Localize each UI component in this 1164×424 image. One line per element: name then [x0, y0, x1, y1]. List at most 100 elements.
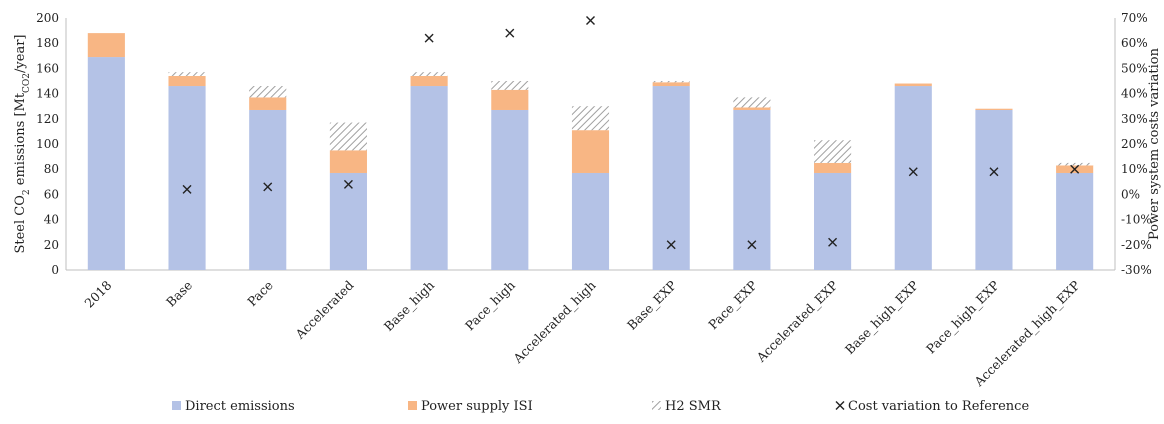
bar-power-supply-isi — [329, 150, 367, 173]
cost-variation-marker — [747, 240, 757, 250]
bar-power-supply-isi — [571, 130, 610, 173]
cost-variation-marker — [586, 16, 595, 26]
y-left-tick-label: 60 — [44, 187, 59, 201]
bar-h2-smr — [571, 106, 610, 131]
bar-h2-smr — [329, 122, 367, 151]
bar-direct-emissions — [249, 109, 287, 270]
marker-stroke — [586, 16, 595, 26]
legend-item: Cost variation to Reference — [835, 399, 1029, 414]
bar-direct-emissions — [571, 172, 610, 270]
x-tick-label: Pace_high — [462, 278, 518, 334]
y-right-tick-label: 70% — [1121, 11, 1148, 25]
marker-stroke — [828, 237, 838, 247]
y-left-tick-label: 180 — [36, 36, 59, 50]
y-right-axis-title: Power system costs variation — [1147, 47, 1162, 240]
bar-h2-smr — [249, 86, 287, 98]
axis-title-text: /year] — [13, 34, 28, 72]
bar-h2-smr — [652, 81, 690, 83]
bar-direct-emissions — [491, 109, 529, 270]
bar-h2-smr — [814, 140, 852, 163]
bar-h2-smr — [410, 72, 448, 76]
marker-stroke — [1070, 164, 1080, 174]
bar-direct-emissions — [329, 172, 367, 270]
bar-direct-emissions — [814, 172, 852, 270]
y-right-tick-label: 20% — [1121, 137, 1148, 151]
legend-marker-stroke — [835, 401, 845, 410]
y-right-tick-label: 40% — [1121, 87, 1148, 101]
axis-title-subscript: CO2 — [22, 73, 32, 93]
y-left-tick-label: 0 — [51, 263, 59, 277]
y-left-tick-label: 140 — [36, 87, 59, 101]
legend-item: H2 SMR — [652, 399, 722, 414]
legend-item: Power supply ISI — [408, 399, 533, 414]
cost-variation-marker — [908, 167, 918, 177]
cost-variation-marker — [182, 184, 192, 194]
bar-direct-emissions — [87, 57, 125, 271]
axis-title-text: emissions [Mt — [13, 92, 28, 189]
cost-variation-marker — [343, 179, 353, 189]
legend-swatch — [408, 401, 417, 410]
marker-stroke — [182, 184, 192, 194]
bar-h2-smr — [733, 97, 771, 108]
bar-direct-emissions — [168, 86, 206, 270]
y-left-tick-label: 200 — [36, 11, 59, 25]
x-tick-label: Base_high — [381, 278, 437, 334]
x-tick-label: Pace — [244, 278, 276, 310]
bar-h2-smr — [491, 81, 529, 90]
marker-stroke — [908, 167, 918, 177]
y-left-axis-title: Steel CO2 emissions [MtCO2/year] — [13, 34, 32, 253]
y-left-tick-label: 80 — [44, 162, 59, 176]
y-left-tick-label: 40 — [44, 213, 59, 227]
cost-variation-marker — [263, 182, 273, 192]
x-tick-label: Pace_high_EXP — [923, 278, 1002, 357]
x-tick-label: Base_EXP — [624, 278, 679, 333]
y-left-tick-label: 120 — [36, 112, 59, 126]
x-tick-label: Accelerated_EXP — [753, 278, 841, 366]
cost-variation-marker — [424, 33, 434, 43]
y-right-tick-label: -20% — [1121, 238, 1152, 252]
bar-power-supply-isi — [87, 33, 125, 58]
y-right-tick-label: 50% — [1121, 61, 1148, 75]
bar-direct-emissions — [894, 86, 932, 270]
bar-power-supply-isi — [249, 97, 287, 110]
bar-power-supply-isi — [652, 82, 690, 87]
bar-power-supply-isi — [894, 83, 932, 87]
bar-direct-emissions — [652, 86, 690, 270]
bar-power-supply-isi — [975, 108, 1013, 110]
legend-swatch — [652, 401, 661, 410]
cost-variation-marker — [666, 240, 676, 250]
cost-variation-marker — [1070, 164, 1080, 174]
bar-h2-smr — [168, 72, 206, 76]
x-tick-label: Base_high_EXP — [842, 278, 922, 358]
bar-direct-emissions — [975, 109, 1013, 270]
y-left-tick-label: 160 — [36, 61, 59, 75]
bar-power-supply-isi — [491, 89, 529, 110]
y-left-tick-label: 20 — [44, 238, 59, 252]
legend-label: Power supply ISI — [421, 399, 533, 414]
x-tick-label: Accelerated — [292, 278, 357, 343]
bar-power-supply-isi — [733, 107, 771, 110]
marker-stroke — [343, 179, 353, 189]
cost-variation-marker — [828, 237, 838, 247]
bar-h2-smr — [1056, 162, 1094, 166]
legend-swatch — [172, 401, 181, 410]
x-tick-label: Pace_EXP — [705, 278, 760, 333]
x-tick-label: Accelerated_high — [510, 278, 599, 367]
legend-label: Direct emissions — [185, 399, 295, 414]
bar-direct-emissions — [410, 86, 448, 270]
legend-label: H2 SMR — [665, 399, 722, 414]
x-tick-label: Base — [163, 278, 195, 310]
y-right-tick-label: -30% — [1121, 263, 1152, 277]
legend-label: Cost variation to Reference — [848, 399, 1029, 414]
marker-stroke — [505, 28, 515, 38]
bar-direct-emissions — [733, 109, 771, 270]
cost-variation-marker — [505, 28, 515, 38]
y-left-tick-label: 100 — [36, 137, 59, 151]
marker-stroke — [666, 240, 676, 250]
cost-markers — [182, 16, 1080, 250]
marker-stroke — [263, 182, 273, 192]
marker-stroke — [747, 240, 757, 250]
x-tick-label: 2018 — [81, 277, 114, 310]
